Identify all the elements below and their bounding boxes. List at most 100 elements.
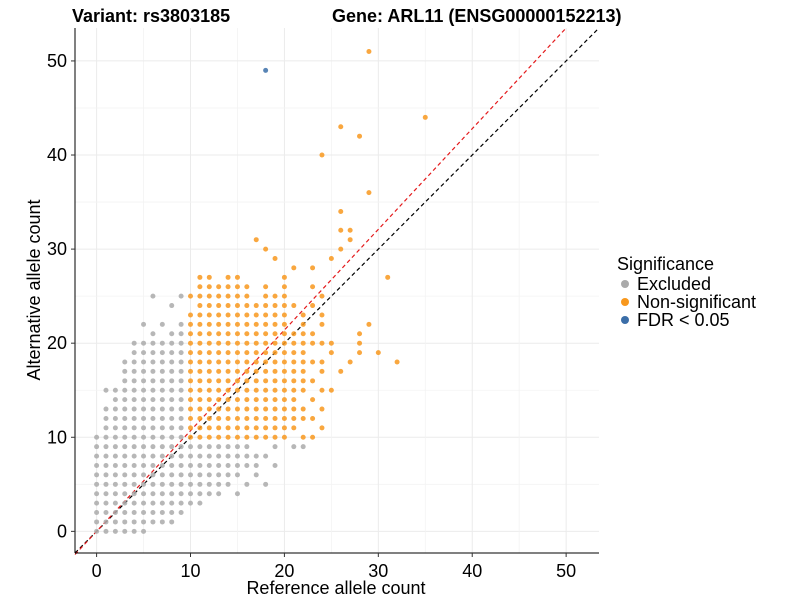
point-non-significant [188,359,194,365]
point-non-significant [263,359,269,365]
point-non-significant [206,434,212,440]
point-excluded [122,397,128,403]
point-excluded [141,444,147,450]
gene-title: Gene: ARL11 (ENSG00000152213) [332,6,622,26]
point-excluded [141,387,147,393]
point-non-significant [188,293,194,299]
point-excluded [216,481,222,487]
point-excluded [122,368,128,374]
point-excluded [150,378,156,384]
point-non-significant [206,321,212,327]
point-non-significant [197,387,203,393]
y-tick-label: 40 [47,145,67,165]
point-non-significant [357,331,363,337]
point-excluded [122,481,128,487]
point-non-significant [206,387,212,393]
point-non-significant [234,331,240,337]
point-excluded [131,510,137,516]
point-non-significant [244,368,250,374]
point-excluded [178,434,184,440]
point-non-significant [234,321,240,327]
x-tick-label: 50 [556,561,576,581]
point-non-significant [253,434,259,440]
point-non-significant [272,340,278,346]
point-excluded [159,472,165,478]
point-excluded [197,491,203,497]
point-non-significant [225,425,231,431]
point-non-significant [225,406,231,412]
point-non-significant [206,293,212,299]
point-excluded [131,519,137,525]
point-non-significant [188,406,194,412]
point-excluded [122,444,128,450]
point-non-significant [347,359,353,365]
point-non-significant [263,387,269,393]
point-excluded [131,472,137,478]
point-excluded [244,453,250,459]
point-excluded [159,368,165,374]
point-non-significant [234,425,240,431]
point-non-significant [310,331,316,337]
point-excluded [141,463,147,468]
point-excluded [103,387,109,393]
point-excluded [150,415,156,421]
point-excluded [159,434,165,440]
point-non-significant [310,359,316,365]
point-non-significant [272,312,278,318]
point-excluded [131,444,137,450]
point-excluded [122,453,128,459]
point-non-significant [272,425,278,431]
y-tick-label: 20 [47,333,67,353]
point-excluded [150,472,156,478]
legend-key [621,316,629,324]
point-excluded [225,481,231,487]
point-non-significant [394,359,400,365]
point-non-significant [272,350,278,356]
point-non-significant [197,331,203,337]
point-excluded [141,528,147,534]
point-excluded [234,453,240,459]
point-excluded [253,453,259,459]
point-excluded [122,415,128,421]
point-non-significant [225,434,231,440]
point-non-significant [253,331,259,337]
point-non-significant [319,368,325,374]
point-non-significant [263,312,269,318]
point-non-significant [225,368,231,374]
point-non-significant [197,293,203,299]
point-non-significant [272,256,278,262]
point-non-significant [319,312,325,318]
x-tick-label: 40 [462,561,482,581]
point-excluded [103,463,109,468]
point-non-significant [272,406,278,412]
point-excluded [94,528,100,534]
point-non-significant [244,415,250,421]
point-excluded [169,481,175,487]
point-excluded [178,378,184,384]
point-excluded [263,453,269,459]
point-excluded [131,350,137,356]
variant-title: Variant: rs3803185 [72,6,230,26]
point-non-significant [319,340,325,346]
point-non-significant [281,284,287,290]
point-non-significant [291,415,297,421]
point-excluded [206,472,212,478]
point-non-significant [188,434,194,440]
point-excluded [244,463,250,468]
point-non-significant [253,415,259,421]
point-non-significant [234,397,240,403]
point-non-significant [206,303,212,309]
point-non-significant [197,284,203,290]
point-excluded [141,359,147,365]
point-excluded [178,453,184,459]
point-excluded [112,510,118,516]
point-excluded [197,472,203,478]
point-non-significant [216,434,222,440]
point-non-significant [263,406,269,412]
point-non-significant [263,293,269,299]
point-non-significant [234,293,240,299]
point-non-significant [281,303,287,309]
point-excluded [131,463,137,468]
point-excluded [112,519,118,525]
